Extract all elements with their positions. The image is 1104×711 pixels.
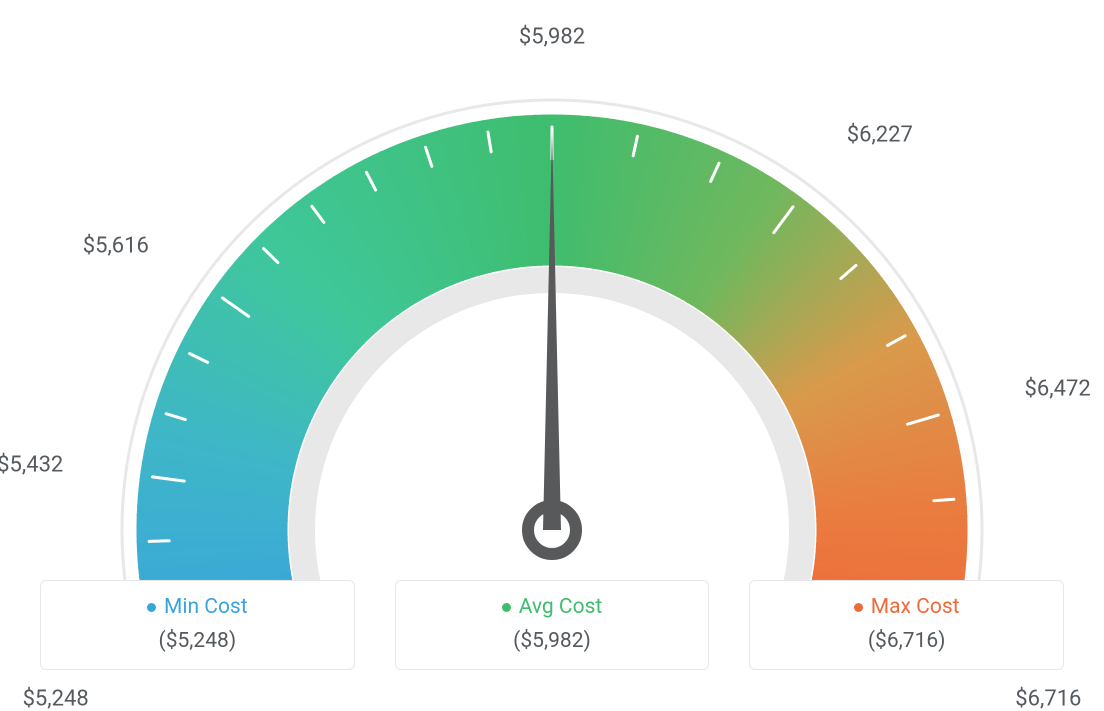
legend-dot-max [854,603,863,612]
gauge-tick-label: $5,432 [0,453,63,478]
gauge-area: $5,248$5,432$5,616$5,982$6,227$6,472$6,7… [0,0,1104,560]
legend-value-avg: ($5,982) [406,629,699,653]
gauge-tick-label: $5,982 [519,25,585,50]
legend-card-avg: Avg Cost ($5,982) [395,580,710,670]
legend-title-avg: Avg Cost [502,595,603,619]
legend-title-avg-text: Avg Cost [519,595,603,619]
legend-title-max: Max Cost [854,595,960,619]
legend-value-max: ($6,716) [760,629,1053,653]
gauge-svg [0,40,1104,610]
legend-title-min-text: Min Cost [164,595,248,619]
legend-row: Min Cost ($5,248) Avg Cost ($5,982) Max … [0,580,1104,670]
legend-card-max: Max Cost ($6,716) [749,580,1064,670]
gauge-tick-label: $5,616 [83,234,149,259]
legend-card-min: Min Cost ($5,248) [40,580,355,670]
legend-title-min: Min Cost [147,595,248,619]
legend-value-min: ($5,248) [51,629,344,653]
legend-dot-avg [502,603,511,612]
gauge-tick-label: $6,227 [847,122,913,147]
gauge-tick-label: $6,472 [1025,377,1091,402]
gauge-chart-container: $5,248$5,432$5,616$5,982$6,227$6,472$6,7… [0,0,1104,690]
legend-dot-min [147,603,156,612]
legend-title-max-text: Max Cost [871,595,960,619]
